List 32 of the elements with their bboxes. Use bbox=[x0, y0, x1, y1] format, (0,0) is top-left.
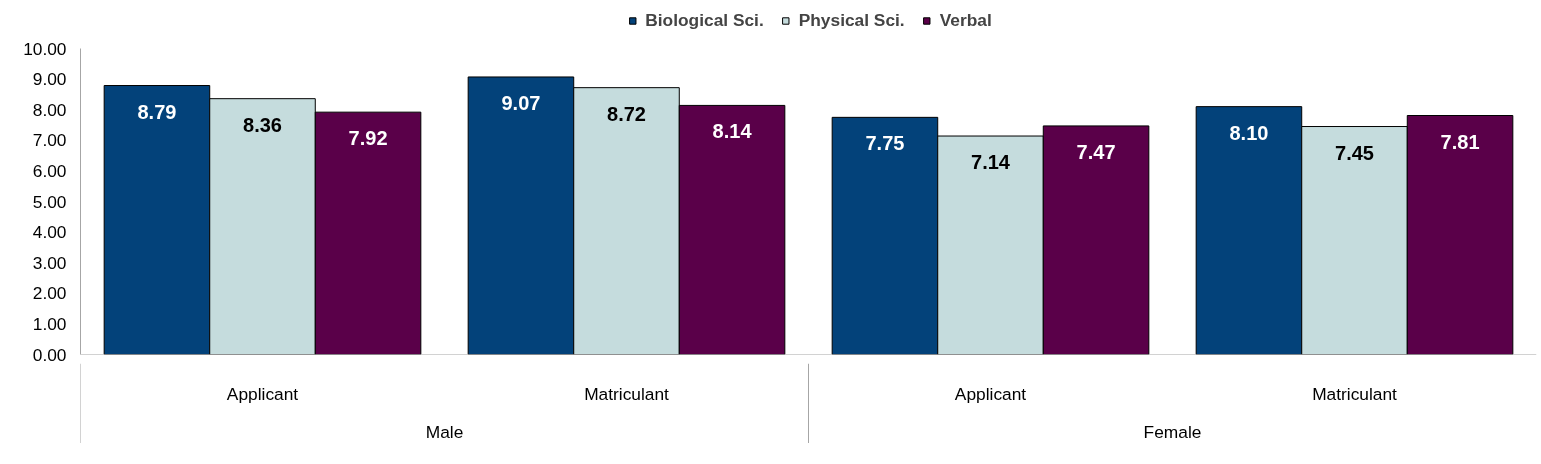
y-tick-label: 0.00 bbox=[32, 344, 67, 365]
y-tick-label: 6.00 bbox=[32, 160, 67, 181]
y-tick-label: 8.00 bbox=[32, 99, 67, 120]
data-label: 7.81 bbox=[1440, 130, 1480, 153]
data-label: 7.14 bbox=[971, 151, 1011, 174]
x-tick-label: Matriculant bbox=[584, 383, 670, 404]
data-label: 7.45 bbox=[1335, 141, 1374, 164]
data-label: 8.79 bbox=[137, 100, 177, 123]
x-tick-label: Applicant bbox=[226, 383, 299, 404]
data-label: 8.14 bbox=[712, 120, 753, 143]
y-tick-label: 3.00 bbox=[32, 252, 67, 273]
data-label: 7.75 bbox=[865, 132, 905, 155]
y-tick-label: 1.00 bbox=[32, 313, 67, 334]
text: Male bbox=[425, 422, 464, 443]
data-label: 7.47 bbox=[1076, 140, 1116, 163]
legend-label: Biological Sci. bbox=[645, 9, 764, 31]
y-tick-label: 4.00 bbox=[32, 222, 67, 243]
y-tick-label: 2.00 bbox=[32, 283, 67, 304]
data-label: 8.36 bbox=[243, 113, 282, 136]
data-label: 7.92 bbox=[348, 127, 388, 150]
y-tick-label: 7.00 bbox=[32, 130, 67, 151]
data-label: 8.10 bbox=[1229, 121, 1269, 144]
data-label: 8.72 bbox=[607, 102, 646, 125]
x-tick-label: Matriculant bbox=[1312, 383, 1398, 404]
x-tick-label: Applicant bbox=[954, 383, 1027, 404]
y-tick-label: 5.00 bbox=[32, 191, 67, 212]
y-tick-label: 10.00 bbox=[23, 38, 67, 59]
text: Female bbox=[1143, 422, 1202, 443]
legend-label: Verbal bbox=[939, 9, 992, 31]
y-tick-label: 9.00 bbox=[32, 69, 67, 90]
legend-label: Physical Sci. bbox=[798, 9, 905, 31]
data-label: 9.07 bbox=[501, 91, 541, 114]
